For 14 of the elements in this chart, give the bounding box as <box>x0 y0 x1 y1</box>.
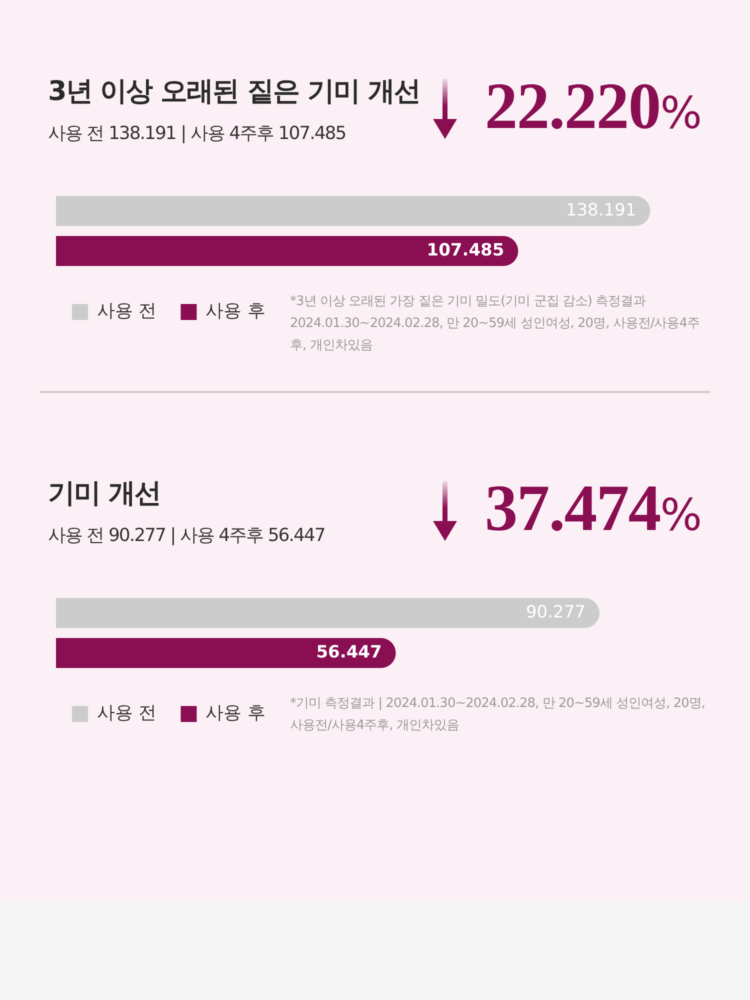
chart-title: 기미 개선 <box>48 477 160 511</box>
legend-label: 사용 전 <box>97 702 157 724</box>
text: *기미 측정결과 | 2024.01.30~2024.02.28, 만 20~59세 성인여성, 20명, 사용전/사용4주후, 개인차있음 <box>290 695 706 735</box>
text: 22.220% <box>484 69 702 145</box>
chart-subtitle: 사용 전 90.277 | 사용 4주후 56.447 <box>48 524 325 547</box>
legend-label: 사용 후 <box>206 300 266 322</box>
text: *3년 이상 오래된 가장 짙은 기미 밀도(기미 군집 감소) 측정결과 2024.01.30~2024.02.28, 만 20~59세 성인여성, 20명, 사용전/사용4주후, 개인차있음 <box>290 293 700 355</box>
chart-subtitle: 사용 전 138.191 | 사용 4주후 107.485 <box>48 122 346 145</box>
legend-label: 사용 후 <box>206 702 266 724</box>
data-label: 56.447 <box>316 642 382 662</box>
chart-title: 3년 이상 오래된 짙은 기미 개선 <box>48 75 420 109</box>
data-label: 107.485 <box>426 240 504 260</box>
text: 37.474% <box>484 471 702 547</box>
legend-label: 사용 전 <box>97 300 157 322</box>
